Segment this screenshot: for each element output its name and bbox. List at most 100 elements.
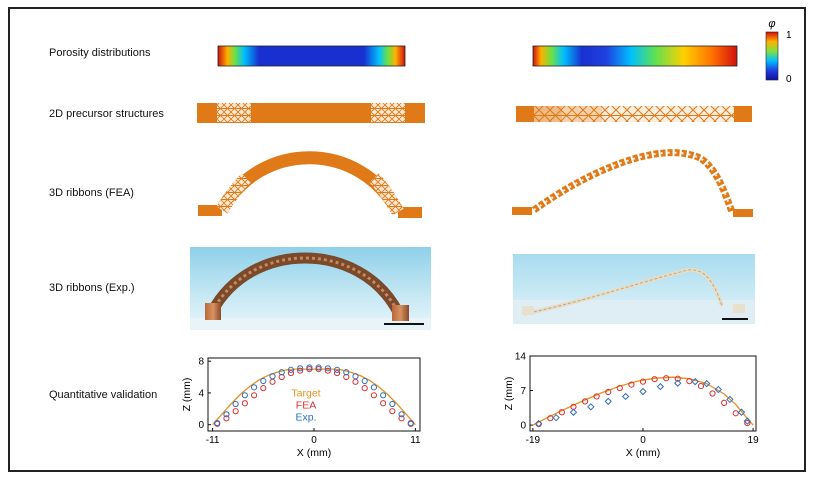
data-point-fea [250, 392, 258, 399]
data-point-exp [621, 392, 630, 401]
data-point-exp [380, 392, 387, 399]
colorbar-min-label: 0 [786, 74, 792, 85]
y-tick-label: 0 [520, 421, 526, 432]
data-point-fea [260, 385, 267, 392]
data-point-exp [287, 366, 295, 374]
x-tick-label: -11 [206, 435, 220, 446]
data-point-fea [389, 408, 396, 415]
data-point-exp [552, 413, 560, 422]
row-label-validation: Quantitative validation [49, 389, 158, 401]
data-point-fea [593, 393, 600, 400]
data-point-exp [674, 379, 682, 387]
y-tick-label: 4 [198, 388, 204, 399]
data-point-exp [569, 408, 578, 416]
precursor-left [197, 103, 425, 123]
data-point-fea [223, 415, 230, 422]
data-point-exp [333, 366, 341, 374]
data-point-exp [260, 377, 267, 385]
data-point-fea [732, 410, 739, 417]
x-tick-label: 0 [640, 435, 646, 446]
y-tick-label: 0 [198, 420, 204, 431]
data-point-exp [297, 365, 304, 372]
data-point-fea [744, 420, 751, 427]
data-point-exp [214, 419, 221, 427]
precursor-right [516, 106, 752, 122]
data-point-fea [616, 384, 623, 392]
data-point-exp [250, 384, 258, 391]
y-tick-label: 8 [198, 357, 204, 368]
data-point-fea [333, 369, 341, 377]
data-point-exp [407, 419, 414, 427]
data-point-fea [651, 376, 658, 383]
data-point-exp [241, 392, 248, 399]
data-point-exp [370, 384, 378, 391]
data-point-exp [604, 397, 612, 406]
data-point-fea [558, 409, 565, 416]
data-point-fea [697, 382, 705, 390]
data-point-fea [398, 415, 405, 422]
data-point-exp [361, 377, 368, 385]
y-tick-label: 14 [515, 352, 527, 363]
x-axis-label: X (mm) [626, 447, 660, 459]
porosity-bar-right [532, 45, 738, 67]
figure-frame [8, 7, 806, 472]
data-point-exp [306, 364, 313, 371]
data-point-exp [714, 385, 723, 394]
data-point-exp [587, 403, 595, 411]
data-point-exp [656, 382, 665, 391]
y-tick-label: 7 [520, 386, 526, 397]
data-point-exp [737, 408, 746, 416]
series-line-target [212, 368, 416, 426]
colorbar-max-label: 1 [786, 30, 792, 41]
colorbar [765, 31, 779, 81]
data-point-fea [663, 375, 670, 382]
row-label-exp: 3D ribbons (Exp.) [49, 282, 135, 294]
data-point-fea [269, 378, 276, 385]
data-point-fea [674, 375, 681, 382]
data-point-exp [232, 400, 239, 408]
data-point-fea [324, 367, 331, 374]
data-point-fea [352, 378, 359, 385]
x-tick-label: 11 [410, 435, 421, 446]
data-point-exp [315, 364, 322, 371]
x-tick-label: -19 [526, 435, 541, 446]
data-point-fea [721, 399, 728, 406]
data-point-exp [278, 369, 285, 376]
x-tick-label: 19 [748, 435, 760, 446]
data-point-fea [361, 385, 368, 392]
y-axis-label: Z (mm) [503, 377, 515, 411]
legend-entry-target: Target [291, 388, 320, 400]
data-point-fea [232, 408, 239, 415]
row-label-porosity: Porosity distributions [49, 47, 151, 59]
legend-entry-fea: FEA [296, 400, 316, 412]
data-point-fea [628, 381, 635, 388]
exp-photo-right [513, 254, 755, 324]
legend-entry-exp: Exp. [295, 412, 316, 424]
data-point-exp [691, 377, 699, 386]
row-label-precursor: 2D precursor structures [49, 108, 164, 120]
data-point-fea [639, 378, 647, 385]
data-point-fea [581, 398, 589, 405]
data-point-exp [343, 369, 350, 376]
y-axis-label: Z (mm) [181, 378, 193, 412]
colorbar-symbol: φ [768, 18, 775, 30]
row-label-fea: 3D ribbons (FEA) [49, 187, 134, 199]
data-point-fea [709, 390, 716, 397]
fea-ribbon-left [198, 151, 422, 218]
data-point-fea [287, 369, 295, 377]
data-point-exp [223, 411, 230, 418]
data-point-exp [743, 417, 752, 425]
x-tick-label: 0 [311, 435, 317, 446]
data-point-exp [324, 365, 331, 372]
data-point-exp [389, 400, 396, 408]
data-point-exp [269, 373, 276, 380]
data-point-fea [380, 400, 387, 407]
data-point-exp [398, 411, 405, 418]
data-point-exp [352, 373, 359, 380]
x-axis-label: X (mm) [297, 447, 331, 459]
data-point-exp [703, 379, 711, 388]
exp-photo-left [190, 247, 431, 330]
